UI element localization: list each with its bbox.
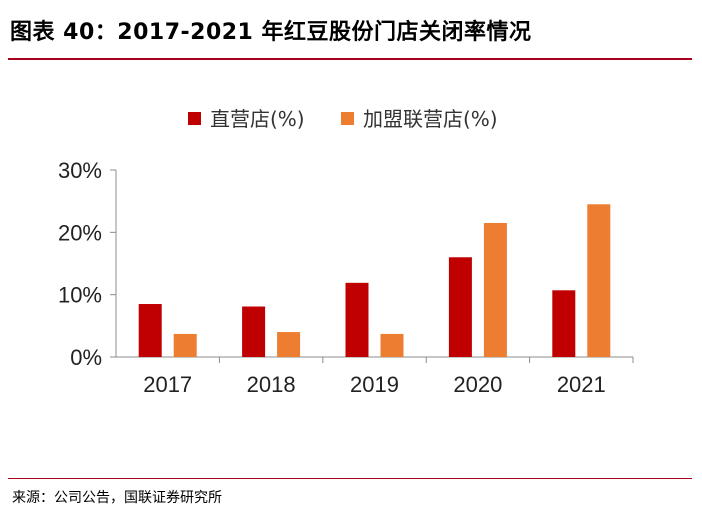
x-tick-label: 2021 — [557, 372, 606, 397]
bar-franchise-store — [277, 332, 301, 357]
chart-axes — [110, 169, 634, 363]
legend-swatch-franchise — [341, 112, 354, 125]
legend-label-franchise: 加盟联营店(%) — [363, 107, 498, 131]
bar-franchise-store — [173, 333, 197, 357]
legend-label-direct: 直营店(%) — [210, 107, 305, 131]
chart-bars — [138, 204, 611, 357]
bar-franchise-store — [483, 222, 507, 357]
x-tick-label: 2017 — [143, 372, 192, 397]
bar-direct-store — [138, 304, 162, 357]
footer-divider — [8, 478, 692, 479]
y-axis-labels: 0% 10% 20% 30% — [58, 158, 102, 370]
x-axis-labels: 2017 2018 2019 2020 2021 — [143, 372, 606, 397]
bar-chart: 直营店(%) 加盟联营店(%) 2017 2018 2019 2020 2021 0% 10… — [58, 107, 634, 397]
y-tick-label: 0% — [70, 345, 102, 370]
bar-franchise-store — [380, 333, 404, 357]
bar-direct-store — [448, 257, 472, 357]
x-tick-label: 2018 — [247, 372, 296, 397]
y-tick-label: 20% — [58, 220, 102, 245]
bar-franchise-store — [587, 204, 611, 357]
bar-direct-store — [242, 306, 266, 357]
legend: 直营店(%) 加盟联营店(%) — [188, 107, 498, 131]
bar-direct-store — [345, 282, 369, 357]
y-tick-label: 30% — [58, 158, 102, 183]
title-divider — [8, 58, 692, 60]
source-note: 来源：公司公告，国联证券研究所 — [12, 490, 222, 506]
x-tick-label: 2019 — [350, 372, 399, 397]
bar-direct-store — [552, 290, 576, 357]
x-tick-label: 2020 — [453, 372, 502, 397]
y-tick-label: 10% — [58, 283, 102, 308]
chart-title: 图表 40：2017-2021 年红豆股份门店关闭率情况 — [10, 20, 532, 45]
legend-swatch-direct — [188, 112, 201, 125]
